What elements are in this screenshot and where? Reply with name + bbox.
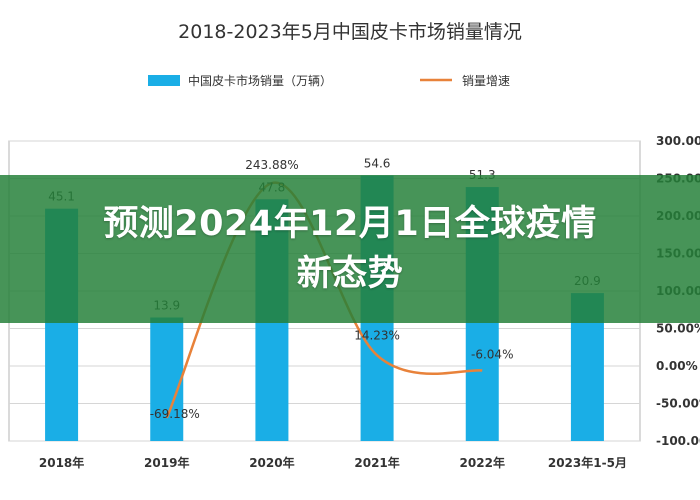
bar	[150, 317, 184, 441]
right-axis-tick-label: 300.00%	[656, 134, 700, 148]
right-axis-tick-label: -100.00%	[656, 434, 700, 448]
chart-title: 2018-2023年5月中国皮卡市场销量情况	[178, 21, 522, 43]
legend-bar-swatch	[148, 75, 180, 86]
headline-line-2: 新态势	[296, 254, 404, 294]
right-axis-tick-label: -50.00%	[656, 397, 700, 411]
legend: 中国皮卡市场销量（万辆） 销量增速	[148, 73, 510, 88]
growth-value-label: -69.18%	[150, 407, 200, 421]
growth-value-label: 243.88%	[245, 158, 298, 172]
right-axis-tick-label: 50.00%	[656, 322, 700, 336]
x-axis-ticks: 2018年 2019年 2020年 2021年 2022年 2023年1-5月	[39, 455, 627, 470]
growth-value-label: -6.04%	[471, 348, 513, 362]
line-data-labels: -69.18% 243.88% 14.23% -6.04%	[150, 158, 514, 421]
right-axis-tick-label: 0.00%	[656, 359, 698, 373]
headline-banner: 预测2024年12月1日全球疫情 新态势	[0, 175, 700, 323]
legend-bar-label: 中国皮卡市场销量（万辆）	[188, 73, 332, 88]
headline-line-1: 预测2024年12月1日全球疫情	[103, 204, 597, 244]
x-tick-label: 2022年	[460, 455, 505, 470]
x-tick-label: 2021年	[354, 455, 399, 470]
bar-value-label: 54.6	[364, 157, 391, 171]
growth-value-label: 14.23%	[354, 328, 400, 342]
legend-line-label: 销量增速	[462, 74, 510, 88]
x-tick-label: 2020年	[249, 455, 294, 470]
x-tick-label: 2023年1-5月	[548, 455, 627, 470]
x-tick-label: 2019年	[144, 455, 189, 470]
x-tick-label: 2018年	[39, 455, 84, 470]
